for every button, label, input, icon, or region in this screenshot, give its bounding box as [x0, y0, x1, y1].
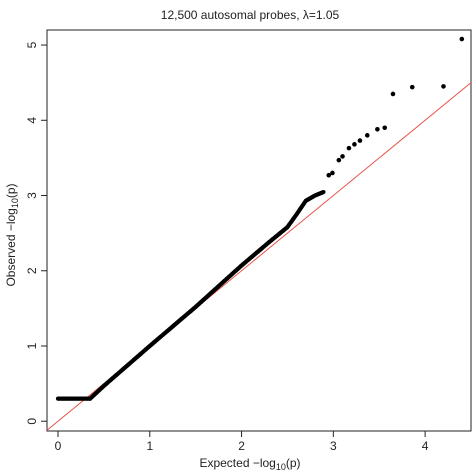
y-tick-label-0: 0 [25, 418, 39, 425]
tail-point-3 [340, 154, 345, 159]
x-axis-label: Expected −log10(p) [199, 456, 300, 472]
y-tick-label-2: 2 [25, 267, 39, 274]
tail-point-13 [459, 36, 465, 42]
x-axis-label-prefix: Expected −log [199, 456, 275, 470]
tail-point-6 [357, 138, 363, 143]
x-tick-label-1: 1 [146, 439, 153, 453]
y-tick-label-5: 5 [25, 41, 39, 48]
y-tick-label-4: 4 [25, 117, 39, 124]
tail-point-4 [346, 145, 352, 151]
chart-title: 12,500 autosomal probes, λ=1.05 [161, 8, 340, 22]
tail-point-7 [364, 133, 370, 138]
x-tick-label-3: 3 [330, 439, 337, 453]
y-tick-label-1: 1 [25, 342, 39, 349]
x-tick-label-4: 4 [422, 439, 429, 453]
x-axis-label-suffix: (p) [286, 456, 301, 470]
x-axis-label-sub: 10 [276, 462, 286, 472]
y-axis-label-prefix: Observed −log [4, 208, 18, 286]
tail-point-12 [441, 84, 446, 89]
tail-point-8 [375, 127, 380, 132]
tail-point-9 [382, 125, 388, 131]
tail-point-0 [326, 172, 332, 178]
y-axis-label-suffix: (p) [4, 183, 18, 198]
trend-point-356 [321, 189, 326, 195]
x-tick-label-2: 2 [238, 439, 245, 453]
tail-point-10 [390, 91, 396, 97]
y-axis-label-sub: 10 [10, 198, 20, 208]
tail-point-5 [352, 142, 357, 147]
x-tick-label-0: 0 [55, 439, 62, 453]
plot-frame [46, 29, 472, 432]
tail-point-1 [330, 170, 335, 176]
y-tick-label-3: 3 [25, 192, 39, 199]
y-axis-label: Observed −log10(p) [4, 183, 20, 286]
tail-point-2 [336, 157, 342, 163]
tail-point-11 [409, 84, 415, 90]
